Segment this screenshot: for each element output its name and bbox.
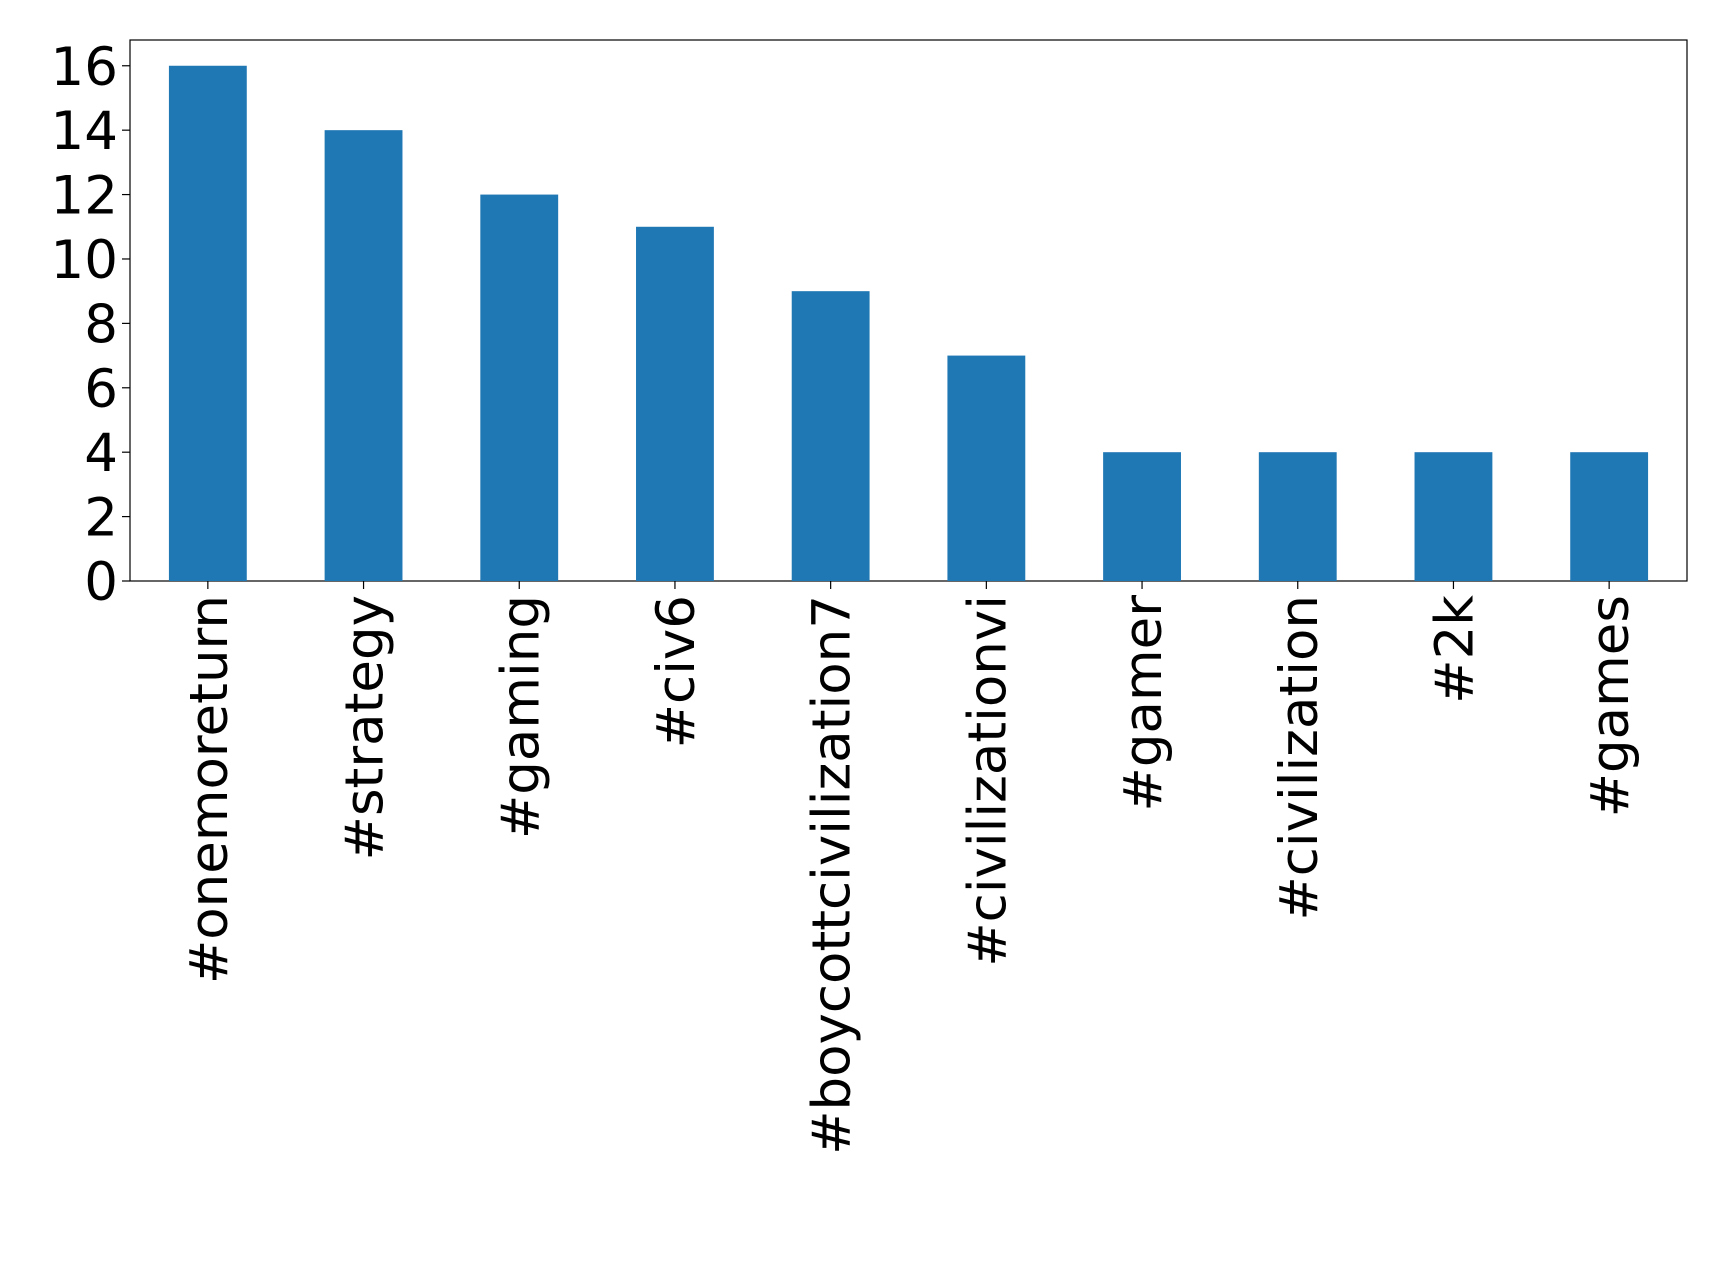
x-tick-label: #2k [1424,595,1485,704]
bar [1258,452,1337,581]
x-tick-label: #civ6 [646,595,707,748]
y-tick-label: 16 [51,37,118,98]
bar [791,291,870,581]
x-tick-label: #onemoreturn [179,595,240,984]
x-tick-label: #games [1580,595,1641,817]
y-tick-label: 12 [51,166,118,227]
bar [1414,452,1493,581]
y-tick-label: 0 [84,552,118,613]
y-tick-label: 6 [84,359,118,420]
bar [168,65,247,581]
y-tick-label: 10 [51,230,118,291]
bar [324,130,403,581]
x-tick-label: #civilization [1269,595,1330,921]
bar [1103,452,1181,581]
x-tick-label: #boycottcivilization7 [802,595,863,1155]
x-tick-label: #gaming [490,595,551,839]
y-tick-label: 8 [84,294,118,355]
plot-frame [129,39,1688,582]
bar [947,355,1026,581]
y-tick-label: 4 [84,423,118,484]
bar [636,226,714,581]
bar [1570,452,1649,581]
y-tick-label: 2 [84,488,118,549]
y-tick-label: 14 [51,101,118,162]
x-tick-label: #strategy [335,595,396,860]
bar [480,194,559,582]
x-tick-label: #gamer [1113,595,1174,812]
x-tick-label: #civilizationvi [957,595,1018,967]
